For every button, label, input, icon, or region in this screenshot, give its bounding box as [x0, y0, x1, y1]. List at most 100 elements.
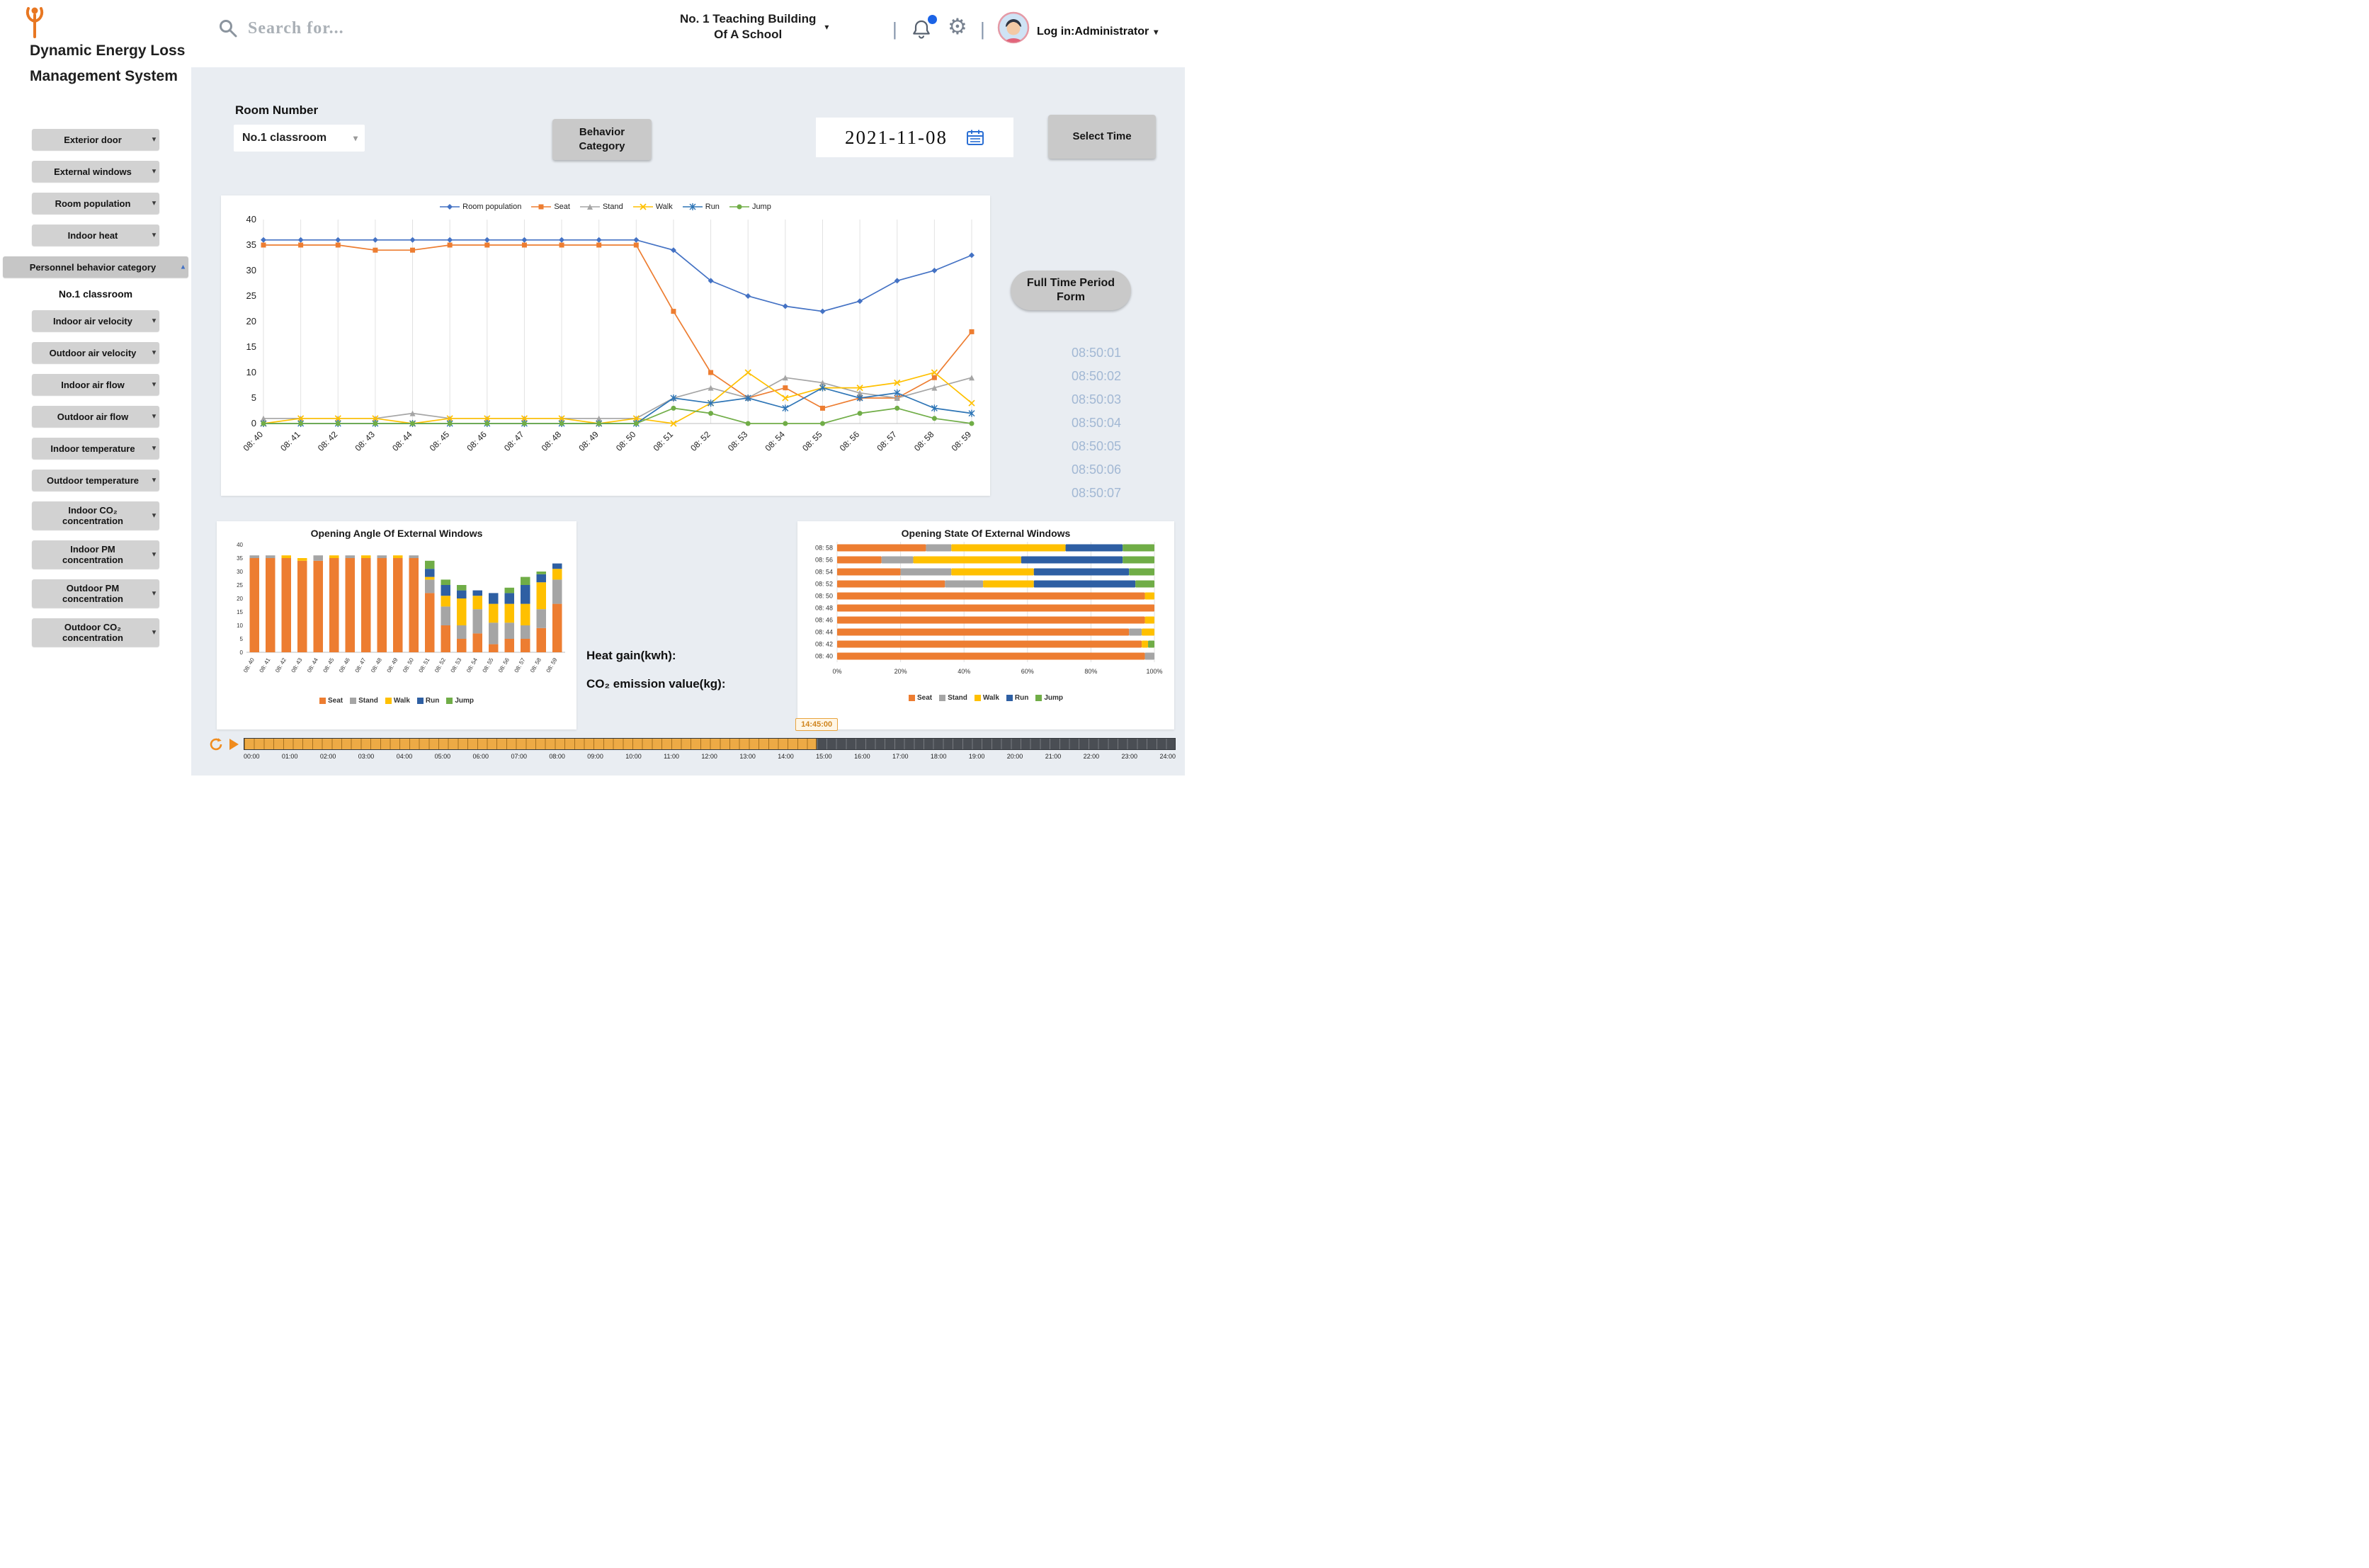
sidebar-item-external-windows[interactable]: External windows ▾ — [32, 161, 159, 182]
timeline-scrubber[interactable]: 14:45:00 — [244, 718, 1176, 750]
svg-text:08: 51: 08: 51 — [652, 429, 676, 453]
timeline-hour-label: 11:00 — [664, 753, 679, 760]
timeline-hour-label: 14:00 — [778, 753, 794, 760]
sidebar-item-indoor-air-flow[interactable]: Indoor air flow ▾ — [32, 374, 159, 395]
svg-text:08: 59: 08: 59 — [545, 657, 559, 674]
sidebar-item-no-1-classroom[interactable]: No.1 classroom — [58, 288, 133, 300]
svg-text:08: 44: 08: 44 — [815, 629, 833, 636]
settings-gear-icon[interactable]: ⚙ — [948, 14, 967, 39]
timeline-hour-label: 09:00 — [587, 753, 603, 760]
time-list-item[interactable]: 08:50:01 — [1071, 346, 1122, 360]
legend-item-jump: Jump — [446, 697, 474, 705]
legend-item-room-population: Room population — [440, 203, 521, 211]
chevron-down-icon: ▾ — [152, 380, 156, 389]
divider: | — [980, 18, 985, 40]
chevron-up-icon: ▴ — [181, 263, 185, 271]
svg-text:40%: 40% — [958, 668, 970, 675]
search-placeholder: Search for... — [248, 18, 344, 38]
avatar[interactable] — [997, 11, 1030, 44]
metrics-block: Heat gain(kwh): CO₂ emission value(kg): — [586, 642, 726, 698]
svg-text:08: 40: 08: 40 — [815, 653, 833, 660]
legend-item-stand: Stand — [350, 697, 378, 705]
sidebar-item-room-population[interactable]: Room population ▾ — [32, 193, 159, 214]
svg-text:0: 0 — [251, 418, 256, 428]
svg-text:08: 41: 08: 41 — [259, 657, 272, 674]
behavior-line-chart: 0 5 10 15 20 25 30 35 40 08: 40 08: 41 08: 42 08: 43… — [242, 214, 975, 453]
chevron-down-icon: ▾ — [152, 589, 156, 598]
timeline-hour-label: 01:00 — [281, 753, 298, 760]
sidebar-item-indoor-co-concentration[interactable]: Indoor CO₂ concentration ▾ — [32, 501, 159, 530]
sidebar-item-indoor-pm-concentration[interactable]: Indoor PM concentration ▾ — [32, 540, 159, 569]
timeline-hour-label: 17:00 — [892, 753, 909, 760]
sidebar-item-outdoor-air-flow[interactable]: Outdoor air flow ▾ — [32, 406, 159, 427]
chevron-down-icon: ▾ — [152, 199, 156, 208]
legend-item-seat: Seat — [319, 697, 343, 705]
timeline-hour-label: 08:00 — [549, 753, 565, 760]
svg-text:08: 56: 08: 56 — [838, 429, 862, 453]
sidebar-item-personnel-behavior-category[interactable]: Personnel behavior category ▴ — [3, 256, 188, 278]
legend-item-stand: Stand — [939, 694, 967, 702]
login-menu[interactable]: Log in:Administrator ▾ — [1037, 25, 1158, 38]
svg-text:08: 45: 08: 45 — [428, 429, 452, 453]
divider: | — [892, 18, 897, 40]
time-list: 08:50:01 08:50:02 08:50:03 08:50:04 08:50:05… — [1026, 341, 1167, 505]
room-select-value: No.1 classroom — [242, 132, 327, 144]
opening-angle-chart-legend: Seat Stand Walk Run Jump — [217, 697, 576, 705]
svg-text:20: 20 — [246, 316, 256, 326]
sidebar-item-outdoor-pm-concentration[interactable]: Outdoor PM concentration ▾ — [32, 579, 159, 608]
svg-text:08: 52: 08: 52 — [815, 581, 833, 588]
timeline-hour-label: 00:00 — [244, 753, 260, 760]
chevron-down-icon: ▾ — [152, 135, 156, 144]
svg-text:08: 58: 08: 58 — [529, 657, 542, 674]
svg-text:08: 49: 08: 49 — [576, 429, 601, 453]
opening-state-chart-legend: Seat Stand Walk Run Jump — [797, 694, 1174, 702]
timeline-hour-label: 22:00 — [1083, 753, 1100, 760]
svg-text:08: 46: 08: 46 — [815, 617, 833, 624]
timeline-hour-label: 21:00 — [1045, 753, 1062, 760]
timeline-hour-label: 16:00 — [854, 753, 870, 760]
svg-text:08: 56: 08: 56 — [815, 557, 833, 564]
svg-text:08: 55: 08: 55 — [800, 429, 824, 453]
sidebar-item-indoor-temperature[interactable]: Indoor temperature ▾ — [32, 438, 159, 459]
time-list-item[interactable]: 08:50:03 — [1071, 392, 1122, 407]
svg-text:15: 15 — [237, 609, 243, 615]
timeline-hour-label: 06:00 — [472, 753, 489, 760]
timeline-hour-label: 04:00 — [396, 753, 413, 760]
room-select[interactable]: No.1 classroom ▾ — [234, 125, 365, 152]
sidebar-item-outdoor-air-velocity[interactable]: Outdoor air velocity ▾ — [32, 342, 159, 363]
chevron-down-icon: ▾ — [152, 476, 156, 484]
svg-text:0: 0 — [240, 649, 244, 656]
svg-text:25: 25 — [237, 582, 243, 589]
building-selector[interactable]: No. 1 Teaching Building Of A School ▾ — [680, 11, 829, 42]
time-list-item[interactable]: 08:50:07 — [1071, 486, 1122, 500]
time-list-item[interactable]: 08:50:06 — [1071, 462, 1122, 477]
timeline-play-icon[interactable] — [228, 738, 239, 751]
legend-item-seat: Seat — [531, 203, 570, 211]
svg-text:08: 44: 08: 44 — [306, 657, 319, 674]
svg-text:08: 43: 08: 43 — [290, 657, 304, 674]
select-time-button[interactable]: Select Time — [1048, 115, 1156, 159]
search-input[interactable]: Search for... — [218, 18, 344, 38]
sidebar-item-outdoor-temperature[interactable]: Outdoor temperature ▾ — [32, 470, 159, 491]
sidebar-item-indoor-air-velocity[interactable]: Indoor air velocity ▾ — [32, 310, 159, 331]
svg-text:5: 5 — [240, 636, 244, 642]
chevron-down-icon: ▾ — [152, 412, 156, 421]
notification-bell-icon[interactable] — [911, 15, 937, 42]
date-picker[interactable]: 2021-11-08 — [816, 118, 1013, 157]
chevron-down-icon: ▾ — [152, 444, 156, 453]
timeline-loop-icon[interactable] — [208, 737, 224, 752]
svg-text:08: 47: 08: 47 — [502, 429, 526, 453]
full-time-period-form-button[interactable]: Full Time Period Form — [1011, 271, 1131, 310]
svg-text:08: 53: 08: 53 — [450, 657, 463, 674]
time-list-item[interactable]: 08:50:04 — [1071, 416, 1122, 430]
svg-text:08: 49: 08: 49 — [386, 657, 399, 674]
behavior-category-button[interactable]: Behavior Category — [552, 119, 652, 160]
sidebar-item-outdoor-co-concentration[interactable]: Outdoor CO₂ concentration ▾ — [32, 618, 159, 647]
svg-text:10: 10 — [237, 623, 243, 629]
time-list-item[interactable]: 08:50:02 — [1071, 369, 1122, 383]
sidebar-item-exterior-door[interactable]: Exterior door ▾ — [32, 129, 159, 150]
sidebar-item-indoor-heat[interactable]: Indoor heat ▾ — [32, 225, 159, 246]
time-list-item[interactable]: 08:50:05 — [1071, 439, 1122, 453]
timeline-hour-label: 13:00 — [739, 753, 756, 760]
svg-text:08: 45: 08: 45 — [322, 657, 336, 674]
